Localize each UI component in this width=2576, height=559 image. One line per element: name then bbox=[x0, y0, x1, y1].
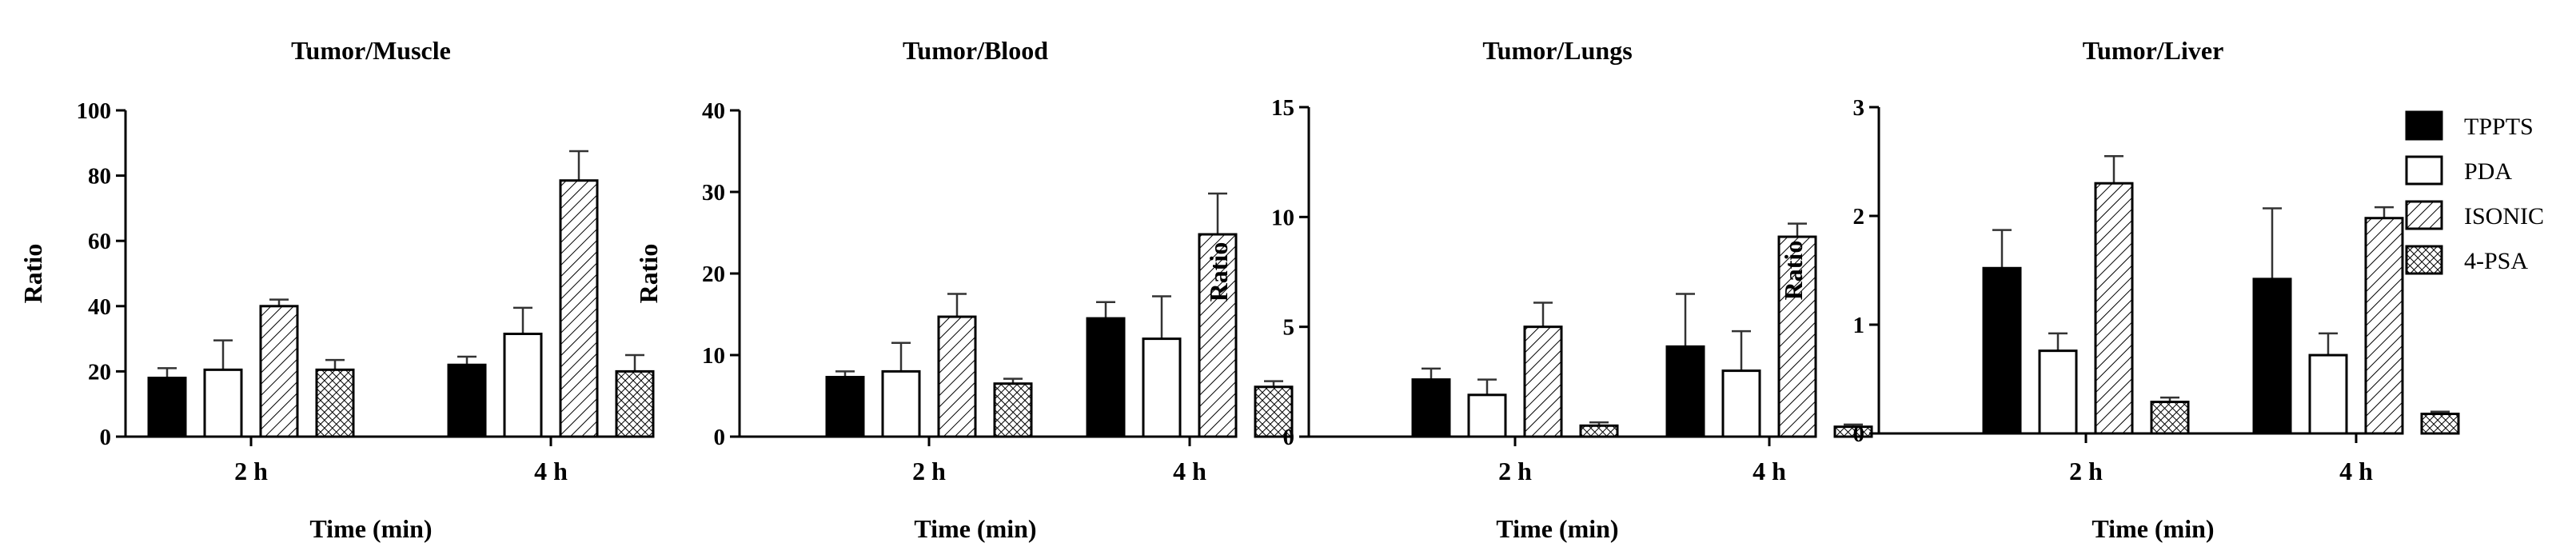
legend: TPPTS PDA ISONIC 4-PSA bbox=[2405, 110, 2544, 275]
bar-pda bbox=[203, 368, 243, 438]
bar-4-psa bbox=[315, 368, 355, 438]
bar-tppts bbox=[1411, 378, 1451, 438]
bar-4-psa bbox=[1579, 424, 1619, 438]
y-tick-label: 20 bbox=[702, 262, 725, 287]
bar-4-psa bbox=[1833, 425, 1873, 438]
x-category-label: 2 h bbox=[912, 457, 946, 485]
bar-tppts bbox=[147, 377, 187, 438]
bar-isonic bbox=[259, 305, 299, 438]
bar-tppts bbox=[1086, 317, 1126, 438]
bar-4-psa bbox=[993, 382, 1033, 438]
bar-pda bbox=[2038, 349, 2078, 435]
y-axis-label: Ratio bbox=[634, 244, 663, 304]
bar-pda bbox=[1721, 369, 1761, 438]
y-tick-label: 80 bbox=[88, 164, 111, 190]
bar-tppts bbox=[2252, 278, 2292, 435]
x-axis-label: Time (min) bbox=[2092, 514, 2214, 543]
bar-isonic bbox=[937, 315, 977, 438]
y-tick-label: 10 bbox=[1271, 205, 1294, 230]
bar-isonic bbox=[2094, 182, 2134, 435]
bar-pda bbox=[881, 369, 921, 438]
x-category-label: 4 h bbox=[534, 457, 568, 485]
y-axis-label: Ratio bbox=[1204, 242, 1233, 302]
legend-swatch bbox=[2405, 245, 2443, 275]
bar-4-psa bbox=[2420, 413, 2460, 435]
y-tick-label: 0 bbox=[1853, 421, 1865, 447]
x-category-label: 2 h bbox=[2069, 457, 2103, 485]
legend-item: TPPTS bbox=[2405, 110, 2534, 141]
bar-pda bbox=[2308, 353, 2348, 435]
legend-swatch bbox=[2405, 200, 2443, 230]
x-category-label: 2 h bbox=[234, 457, 268, 485]
y-tick-label: 0 bbox=[100, 425, 112, 450]
bar-tppts bbox=[825, 376, 865, 438]
y-tick-label: 40 bbox=[702, 98, 725, 124]
bar-tppts bbox=[447, 363, 487, 438]
y-tick-label: 2 bbox=[1853, 204, 1865, 230]
bar-isonic bbox=[1777, 235, 1817, 438]
x-axis-label: Time (min) bbox=[914, 514, 1036, 543]
y-axis-label: Ratio bbox=[1779, 241, 1808, 301]
legend-label: PDA bbox=[2464, 158, 2512, 185]
bar-isonic bbox=[1523, 325, 1563, 438]
chart-panel: Tumor/Liver Ratio Time (min) 0 1 2 3 2 h 4 h bbox=[1779, 36, 2460, 543]
x-category-label: 4 h bbox=[1753, 457, 1786, 485]
bar-pda bbox=[1467, 393, 1507, 438]
y-tick-label: 15 bbox=[1271, 95, 1294, 121]
y-tick-label: 0 bbox=[1283, 425, 1295, 450]
legend-swatch bbox=[2405, 155, 2443, 186]
legend-label: 4-PSA bbox=[2464, 248, 2528, 274]
bar-4-psa bbox=[1254, 385, 1294, 438]
x-axis-label: Time (min) bbox=[1496, 514, 1618, 543]
x-axis-label: Time (min) bbox=[309, 514, 432, 543]
chart-title: Tumor/Muscle bbox=[291, 36, 451, 65]
chart-title: Tumor/Liver bbox=[2083, 36, 2224, 65]
bar-tppts bbox=[1665, 345, 1705, 438]
chart-title: Tumor/Blood bbox=[903, 36, 1048, 65]
y-tick-label: 1 bbox=[1853, 313, 1865, 338]
bar-pda bbox=[1142, 337, 1182, 438]
x-category-label: 4 h bbox=[2339, 457, 2373, 485]
bar-isonic bbox=[2364, 217, 2404, 435]
bar-4-psa bbox=[2150, 401, 2190, 435]
x-category-label: 4 h bbox=[1173, 457, 1206, 485]
y-tick-label: 0 bbox=[714, 425, 726, 450]
chart-title: Tumor/Lungs bbox=[1482, 36, 1632, 65]
legend-item: 4-PSA bbox=[2405, 245, 2528, 275]
y-tick-label: 10 bbox=[702, 343, 725, 369]
y-tick-label: 100 bbox=[77, 98, 112, 124]
bar-isonic bbox=[559, 179, 599, 438]
x-category-label: 2 h bbox=[1498, 457, 1532, 485]
y-tick-label: 60 bbox=[88, 229, 111, 254]
chart-panel: Tumor/Muscle Ratio Time (min) 0 20 40 60 80 100 2… bbox=[18, 36, 655, 543]
y-tick-label: 40 bbox=[88, 294, 111, 320]
legend-label: ISONIC bbox=[2464, 203, 2544, 230]
y-tick-label: 30 bbox=[702, 180, 725, 206]
chart-panel: Tumor/Blood Ratio Time (min) 0 10 20 30 40 2 h 4 … bbox=[634, 36, 1294, 543]
legend-swatch bbox=[2405, 110, 2443, 141]
bar-isonic bbox=[1198, 233, 1238, 438]
bar-4-psa bbox=[615, 369, 655, 438]
y-tick-label: 5 bbox=[1283, 315, 1295, 341]
y-tick-label: 3 bbox=[1853, 95, 1865, 121]
bar-tppts bbox=[1982, 266, 2022, 435]
legend-label: TPPTS bbox=[2464, 114, 2534, 140]
legend-item: PDA bbox=[2405, 155, 2512, 186]
legend-item: ISONIC bbox=[2405, 200, 2544, 230]
bar-pda bbox=[503, 332, 543, 438]
y-tick-label: 20 bbox=[88, 359, 111, 385]
y-axis-label: Ratio bbox=[18, 244, 47, 304]
